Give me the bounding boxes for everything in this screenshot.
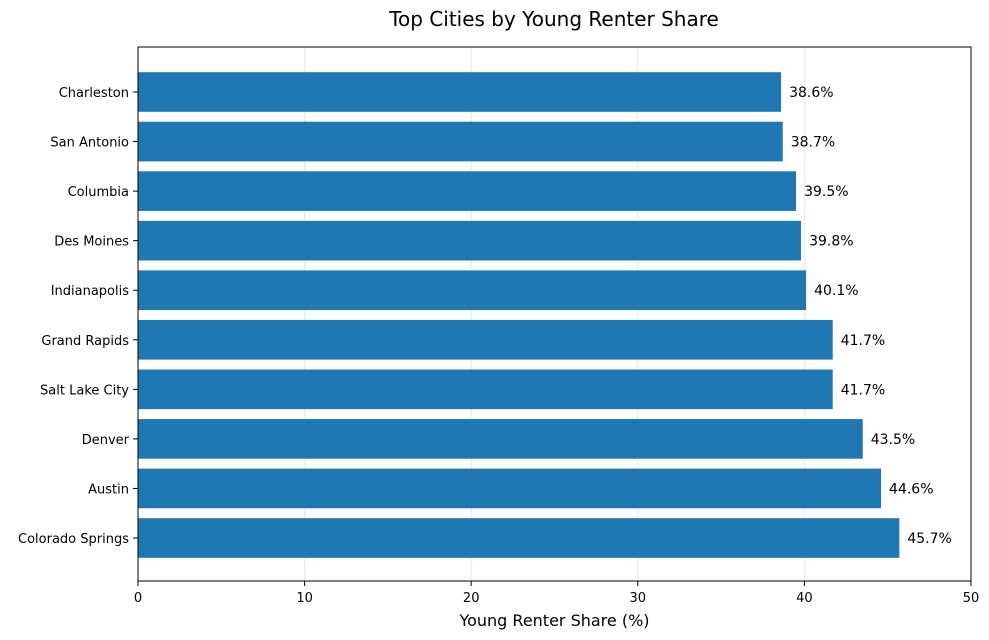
bar bbox=[138, 270, 807, 311]
plot-frame bbox=[137, 46, 972, 582]
data-label: 40.1% bbox=[814, 283, 858, 299]
data-label: 38.7% bbox=[791, 135, 835, 151]
data-label: 39.5% bbox=[804, 184, 848, 200]
data-label: 45.7% bbox=[907, 531, 951, 547]
category-label: Columbia bbox=[68, 185, 129, 200]
category-labels: Charleston San Antonio Columbia Des Moines I… bbox=[18, 86, 138, 547]
bar bbox=[138, 468, 882, 509]
chart-title: Top Cities by Young Renter Share bbox=[388, 7, 719, 31]
bar bbox=[138, 72, 782, 112]
category-label: Grand Rapids bbox=[41, 334, 129, 349]
category-label: Charleston bbox=[59, 86, 129, 101]
data-label: 38.6% bbox=[789, 85, 833, 101]
data-label: 44.6% bbox=[889, 481, 933, 497]
category-label: Austin bbox=[88, 482, 129, 497]
x-tick-label: 0 bbox=[134, 591, 142, 606]
category-label: San Antonio bbox=[50, 136, 129, 151]
bar bbox=[138, 220, 802, 261]
category-label: Colorado Springs bbox=[18, 532, 129, 547]
category-label: Des Moines bbox=[54, 235, 129, 250]
x-tick-label: 20 bbox=[463, 591, 480, 606]
category-label: Denver bbox=[82, 433, 130, 448]
data-labels: 38.6% 38.7% 39.5% 39.8% 40.1% 41.7% 41.7% 43.5%… bbox=[789, 85, 952, 547]
x-axis-label: Young Renter Share (%) bbox=[458, 611, 649, 630]
x-tick-label: 50 bbox=[963, 591, 980, 606]
bar bbox=[138, 319, 833, 360]
data-label: 43.5% bbox=[871, 432, 915, 448]
bar bbox=[138, 171, 797, 211]
data-label: 41.7% bbox=[841, 333, 885, 349]
x-tick-label: 10 bbox=[296, 591, 313, 606]
bar bbox=[138, 419, 863, 459]
data-label: 39.8% bbox=[809, 234, 853, 250]
x-tick-label: 30 bbox=[630, 591, 647, 606]
bar bbox=[138, 121, 783, 162]
data-label: 41.7% bbox=[841, 382, 885, 398]
bar bbox=[138, 518, 900, 558]
bar bbox=[138, 369, 833, 410]
bars bbox=[138, 72, 900, 558]
x-tick-label: 40 bbox=[796, 591, 813, 606]
category-label: Salt Lake City bbox=[40, 383, 129, 398]
category-label: Indianapolis bbox=[51, 284, 130, 299]
x-axis-ticks: 0 10 20 30 40 50 bbox=[134, 581, 979, 606]
